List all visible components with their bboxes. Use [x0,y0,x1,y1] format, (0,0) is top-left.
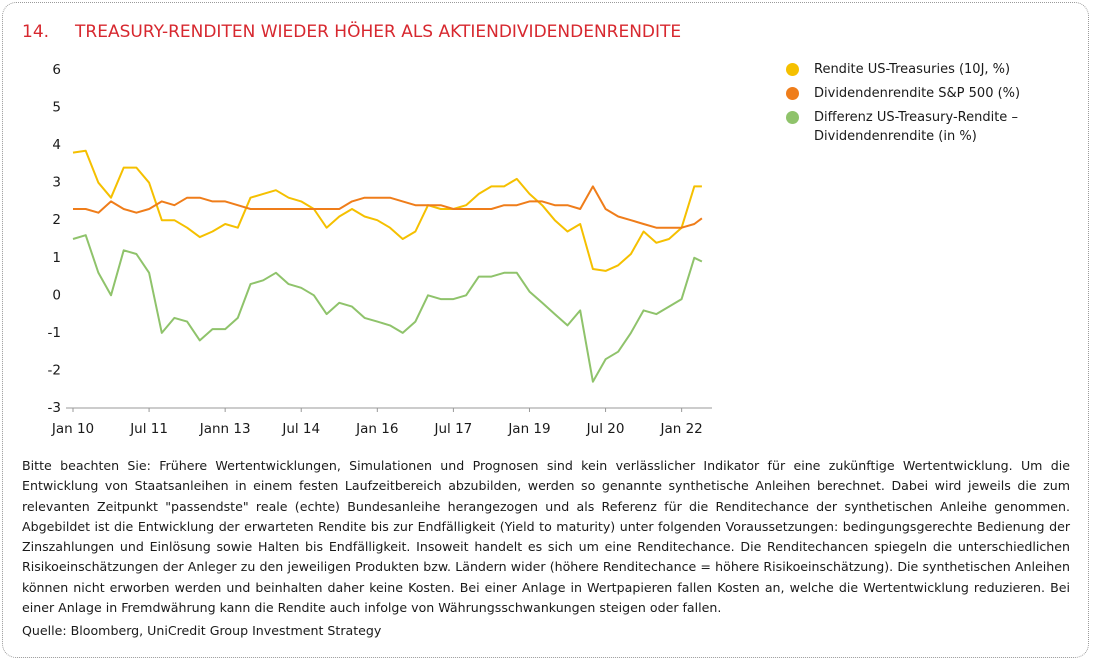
x-tick-label: Jul 20 [586,421,625,437]
y-tick-label: -2 [48,362,61,378]
legend-swatch [786,111,799,124]
x-tick-label: Jan 16 [355,421,398,437]
note: Bitte beachten Sie: Frühere Wertentwickl… [22,458,1070,616]
legend-swatch [786,87,799,100]
y-tick-label: -1 [48,325,61,341]
y-tick-label: 0 [52,287,61,303]
chart-title: TREASURY-RENDITEN WIEDER HÖHER ALS AKTIE… [75,22,682,42]
legend-item: Differenz US-Treasury-Rendite – Dividend… [786,108,1046,146]
x-tick-label: Jul 14 [281,421,320,437]
x-tick-label: Jul 11 [129,421,168,437]
x-tick-label: Jul 17 [434,421,473,437]
y-tick-label: -3 [48,400,61,416]
y-tick-label: 4 [52,137,61,153]
legend-label: Rendite US-Treasuries (10J, %) [814,62,1011,77]
header: 14. TREASURY-RENDITEN WIEDER HÖHER ALS AK… [22,22,707,42]
x-tick-label: Jan 10 [51,421,94,437]
series-line [72,149,702,272]
y-tick-label: 5 [52,100,61,116]
series-line [72,234,703,383]
legend: Rendite US-Treasuries (10J, %) Dividenden… [786,60,1046,151]
legend-label: Dividendenrendite S&P 500 (%) [814,86,1021,101]
x-tick-label: Jan 22 [659,421,702,437]
chart: -3 -2 -1 0 1 2 3 4 5 6 Jan 10 Jul 11 Jann 13 Jul 14 Ja… [48,62,712,437]
chart-number: 14. [22,22,50,42]
legend-label: Differenz US-Treasury-Rendite – Dividend… [814,110,1018,144]
y-tick-label: 2 [52,212,61,228]
legend-swatch [786,63,799,76]
y-tick-label: 1 [52,250,61,266]
series-line [73,185,703,229]
x-tick-label: Jann 13 [199,421,251,437]
y-tick-label: 3 [52,175,61,191]
y-tick-label: 6 [52,62,61,78]
legend-item: Dividendenrendite S&P 500 (%) [786,84,1046,103]
x-tick-label: Jan 19 [507,421,550,437]
legend-item: Rendite US-Treasuries (10J, %) [786,60,1046,79]
source: Quelle: Bloomberg, UniCredit Group Inves… [22,623,382,638]
